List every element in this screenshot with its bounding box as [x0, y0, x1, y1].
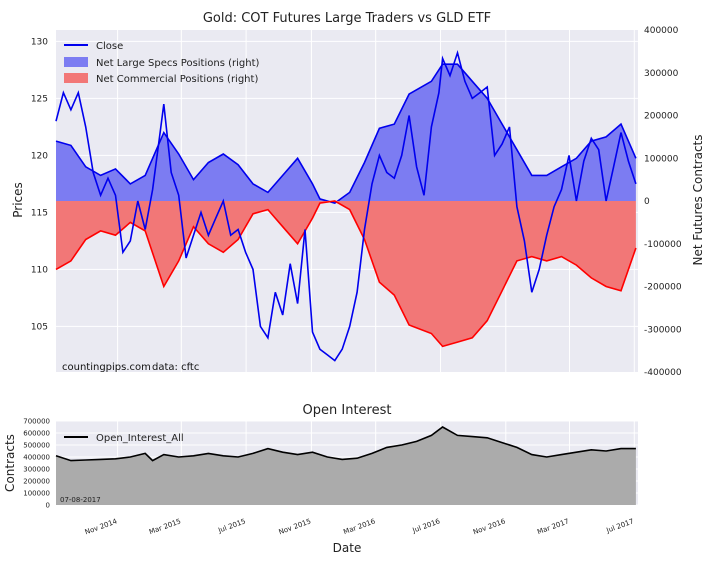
- commercial-legend-swatch: [64, 73, 88, 83]
- net-contracts-tick-label: -100000: [644, 240, 682, 250]
- date-tick-label: Nov 2015: [278, 517, 312, 536]
- date-tick-label: Mar 2017: [536, 517, 570, 536]
- price-tick-label: 120: [31, 151, 48, 161]
- price-plot-series: [55, 49, 637, 362]
- open-interest-tick-label: 600000: [23, 430, 50, 438]
- price-chart-legend: Close Net Large Specs Positions (right) …: [64, 41, 260, 85]
- net-large-specs-line: [55, 63, 637, 204]
- contracts-axis-label: Contracts: [3, 434, 17, 492]
- price-axis-ticks: 105 110 115 120 125 130: [31, 37, 48, 332]
- open-interest-series: [55, 426, 636, 505]
- open-interest-line: [55, 426, 636, 462]
- date-tick-label: Mar 2015: [148, 517, 182, 536]
- date-tick-label: Jul 2015: [216, 517, 246, 535]
- date-stamp: 07-08-2017: [60, 496, 101, 504]
- date-tick-label: Jul 2017: [605, 517, 635, 535]
- date-tick-label: Jul 2016: [411, 517, 442, 535]
- price-tick-label: 110: [31, 265, 48, 275]
- price-tick-label: 130: [31, 37, 48, 47]
- net-commercial-area: [56, 201, 636, 347]
- open-interest-axis-ticks: 0 100000 200000 300000 400000 500000 600000 700…: [23, 418, 50, 510]
- date-axis-label: Date: [333, 541, 362, 555]
- price-chart-title: Gold: COT Futures Large Traders vs GLD E…: [203, 11, 491, 26]
- close-price-line: [55, 49, 637, 362]
- commercial-legend-label: Net Commercial Positions (right): [96, 74, 258, 85]
- net-contracts-tick-label: -300000: [644, 325, 682, 335]
- net-contracts-axis-ticks: -400000 -300000 -200000 -100000 0 100000 20000…: [644, 26, 682, 378]
- net-contracts-axis-label: Net Futures Contracts: [691, 134, 705, 265]
- open-interest-area: [56, 427, 636, 505]
- open-interest-title: Open Interest: [303, 403, 392, 418]
- net-contracts-tick-label: -400000: [644, 368, 682, 378]
- date-tick-label: Nov 2014: [84, 517, 119, 536]
- open-interest-tick-label: 200000: [23, 478, 50, 486]
- price-tick-label: 125: [31, 94, 48, 104]
- prices-axis-label: Prices: [11, 182, 25, 218]
- price-tick-label: 105: [31, 322, 48, 332]
- open-interest-tick-label: 100000: [23, 490, 50, 498]
- net-contracts-tick-label: 0: [644, 197, 650, 207]
- open-interest-tick-label: 500000: [23, 442, 50, 450]
- net-contracts-tick-label: -200000: [644, 283, 682, 293]
- net-contracts-tick-label: 100000: [644, 154, 679, 164]
- price-tick-label: 115: [31, 208, 48, 218]
- open-interest-tick-label: 300000: [23, 466, 50, 474]
- date-tick-label: Nov 2016: [472, 517, 507, 536]
- date-tick-label: Mar 2016: [342, 517, 376, 536]
- net-commercial-line: [55, 200, 637, 348]
- open-interest-legend-label: Open_Interest_All: [96, 433, 184, 444]
- net-contracts-tick-label: 300000: [644, 69, 679, 79]
- open-interest-tick-label: 0: [46, 502, 50, 510]
- open-interest-legend: Open_Interest_All: [64, 433, 184, 444]
- data-annotation: data: cftc: [152, 362, 199, 373]
- close-legend-label: Close: [96, 41, 123, 52]
- specs-legend-label: Net Large Specs Positions (right): [96, 58, 260, 69]
- specs-legend-swatch: [64, 57, 88, 67]
- open-interest-tick-label: 400000: [23, 454, 50, 462]
- net-large-specs-area: [56, 64, 636, 204]
- date-axis-ticks: Nov 2014 Mar 2015 Jul 2015 Nov 2015 Mar 2016…: [84, 517, 635, 536]
- source-annotation: countingpips.com: [62, 362, 151, 373]
- net-contracts-tick-label: 200000: [644, 112, 679, 122]
- net-contracts-tick-label: 400000: [644, 26, 679, 36]
- open-interest-tick-label: 700000: [23, 418, 50, 426]
